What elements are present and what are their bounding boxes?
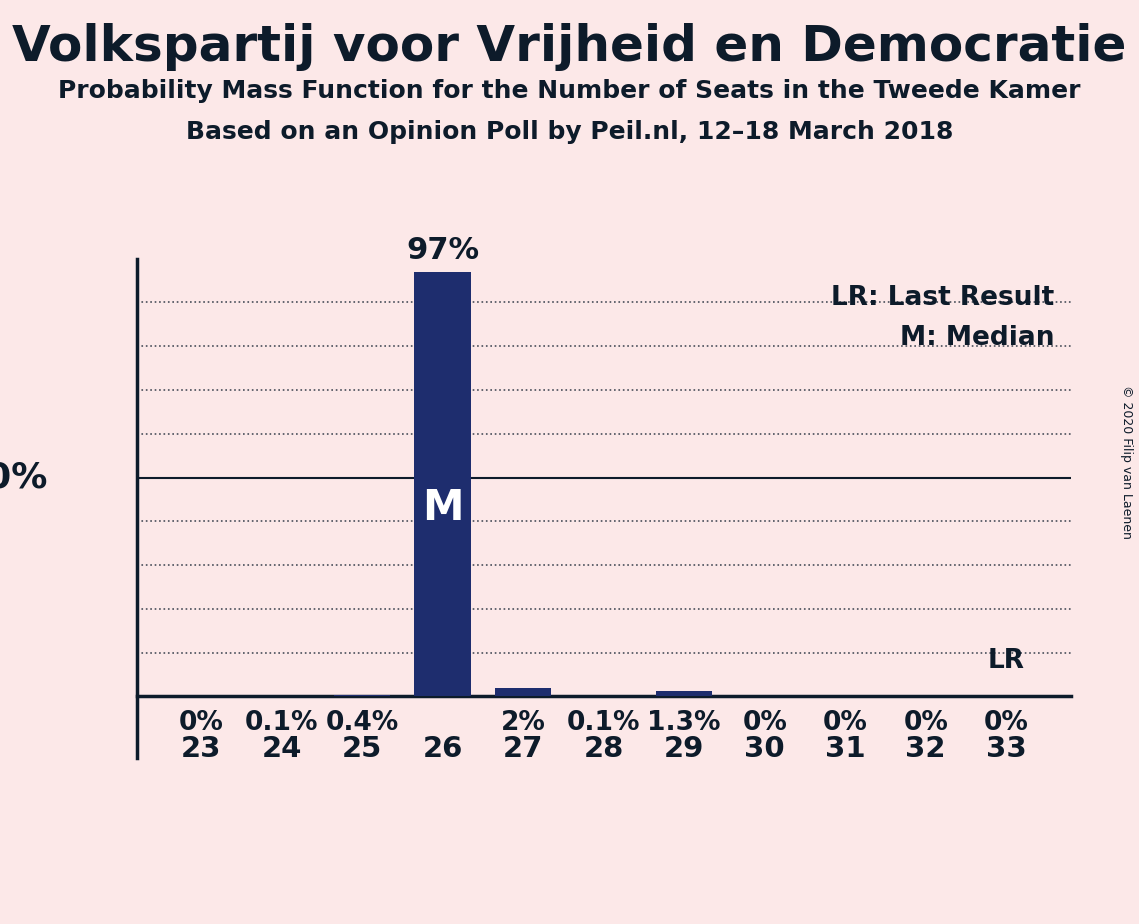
Text: 26: 26 [423, 735, 462, 763]
Text: 0%: 0% [903, 710, 948, 736]
Text: 0.4%: 0.4% [326, 710, 399, 736]
Bar [415, 272, 470, 697]
Text: 25: 25 [342, 735, 383, 763]
Text: 32: 32 [906, 735, 947, 763]
Text: 0.1%: 0.1% [245, 710, 319, 736]
Text: 2%: 2% [501, 710, 546, 736]
Text: 30: 30 [745, 735, 785, 763]
Text: Volkspartij voor Vrijheid en Democratie: Volkspartij voor Vrijheid en Democratie [13, 23, 1126, 71]
Text: 23: 23 [181, 735, 221, 763]
Bar [334, 695, 391, 697]
Text: LR: Last Result: LR: Last Result [831, 286, 1055, 311]
Text: Probability Mass Function for the Number of Seats in the Tweede Kamer: Probability Mass Function for the Number… [58, 79, 1081, 103]
Text: 33: 33 [986, 735, 1026, 763]
Text: 50%: 50% [0, 460, 48, 494]
Text: LR: LR [988, 649, 1025, 675]
Text: Based on an Opinion Poll by Peil.nl, 12–18 March 2018: Based on an Opinion Poll by Peil.nl, 12–… [186, 120, 953, 144]
Text: M: Median: M: Median [900, 324, 1055, 350]
Bar [656, 691, 712, 697]
Text: 0%: 0% [822, 710, 868, 736]
Bar [495, 687, 551, 697]
Text: 24: 24 [262, 735, 302, 763]
Text: 27: 27 [503, 735, 543, 763]
Text: 97%: 97% [407, 237, 480, 265]
Text: 1.3%: 1.3% [647, 710, 721, 736]
Text: 0%: 0% [984, 710, 1029, 736]
Text: 31: 31 [825, 735, 866, 763]
Text: 0.1%: 0.1% [567, 710, 640, 736]
Text: M: M [421, 487, 464, 529]
Text: 0%: 0% [179, 710, 223, 736]
Text: 28: 28 [583, 735, 624, 763]
Text: © 2020 Filip van Laenen: © 2020 Filip van Laenen [1121, 385, 1133, 539]
Text: 29: 29 [664, 735, 704, 763]
Text: 0%: 0% [743, 710, 787, 736]
